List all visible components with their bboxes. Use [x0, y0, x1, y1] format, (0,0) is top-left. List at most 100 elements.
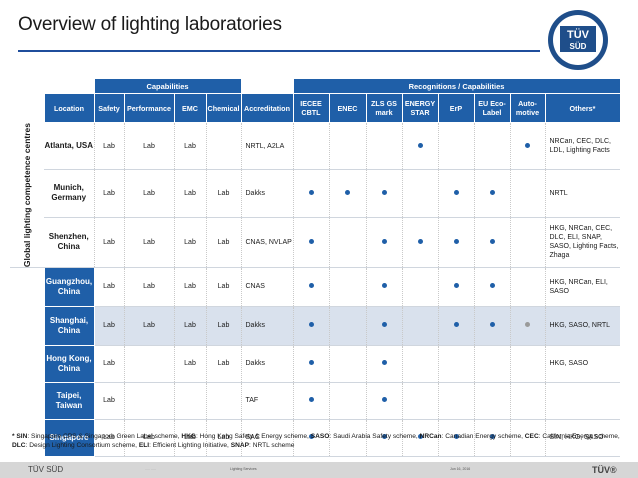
emc-cell: Lab [173, 419, 206, 457]
others-cell: NRTL [544, 169, 620, 218]
table-row: Global lighting competence centres Atlant… [10, 122, 620, 268]
table-row: Guangzhou, China Lab Lab Lab Lab CNAS HKG, NRC… [10, 266, 620, 307]
col-automotive: Auto-motive [509, 93, 546, 123]
enec-cell [328, 122, 366, 171]
chemical-cell: Lab [205, 169, 241, 218]
iecee-dot-icon [308, 189, 314, 195]
energy-star-dot-icon [417, 434, 423, 440]
enec-cell [328, 169, 366, 218]
erp-dot-icon [453, 189, 459, 195]
chemical-cell: Lab [205, 345, 241, 383]
zls-dot-icon [381, 322, 387, 328]
performance-cell: Lab [123, 306, 174, 346]
recognitions-header: Recognitions / Capabilities [292, 78, 621, 94]
safety-cell: Lab [93, 217, 124, 268]
zls-cell [365, 217, 402, 268]
col-safety: Safety [93, 93, 125, 123]
zls-dot-icon [381, 238, 387, 244]
automotive-cell [509, 217, 545, 268]
enec-cell [328, 345, 366, 383]
location-cell: Singapore [43, 418, 95, 457]
zls-cell [365, 419, 402, 457]
performance-cell: Lab [123, 122, 174, 171]
footnote-saso-text: : Saudi Arabia Safety scheme, [329, 433, 420, 440]
blank-cell [10, 267, 44, 306]
accreditation-cell: CNAS [240, 267, 293, 307]
iecee-dot-icon [308, 283, 314, 289]
energy-star-cell [401, 306, 438, 346]
emc-cell: Lab [173, 169, 206, 218]
footnote-dlc-text: : Design Lighting Consortium scheme, [25, 442, 139, 449]
table-row: Hong Kong, China Lab Lab Lab Dakks HKG, SASO [10, 344, 620, 383]
others-cell: HKG, SASO [544, 345, 620, 383]
emc-cell: Lab [173, 267, 206, 307]
zls-dot-icon [381, 397, 387, 403]
blank-cell [10, 306, 44, 345]
chemical-cell: Lab [205, 419, 241, 457]
table-row: Shenzhen, China Lab Lab Lab Lab CNAS, NVLAP HK… [10, 217, 620, 268]
svg-text:TÜV: TÜV [567, 28, 590, 41]
eu-ecolabel-cell [473, 267, 510, 307]
col-accreditation: Accreditation [240, 93, 294, 123]
energy-star-cell [401, 122, 438, 171]
safety-cell: Lab [93, 122, 124, 171]
accreditation-cell: Dakks [240, 345, 293, 383]
col-others: Others* [544, 93, 621, 123]
erp-cell [437, 345, 474, 383]
eu-ecolabel-cell [473, 217, 510, 268]
eu-ecolabel-cell [473, 345, 510, 383]
footnote-nrcan-text: : Canadian Energy scheme, [441, 433, 525, 440]
col-chemical: Chemical [205, 93, 242, 123]
iecee-cell [292, 267, 329, 307]
accreditation-cell: Dakks [240, 306, 293, 346]
accreditation-cell: TAF [240, 382, 293, 420]
footer-logo-text: TÜV® [592, 465, 617, 475]
footnote-eli-text: : Efficient Lighting Initiative, [149, 442, 231, 449]
erp-cell [437, 419, 474, 457]
enec-cell [328, 419, 366, 457]
side-label-cell: Global lighting competence centres [10, 122, 44, 268]
labs-table: Capabilities Recognitions / Capabilities… [10, 78, 621, 457]
zls-cell [365, 267, 402, 307]
erp-dot-icon [453, 322, 459, 328]
location-cell: Munich, Germany [44, 169, 94, 218]
footnote-nrcan-key: NRCan [419, 433, 442, 440]
side-label: Global lighting competence centres [22, 122, 32, 267]
chemical-cell [205, 122, 241, 171]
iecee-cell [292, 306, 329, 346]
zls-dot-icon [381, 434, 387, 440]
table-row: Shanghai, China Lab Lab Lab Lab Dakks HKG, SAS… [10, 305, 620, 346]
zls-cell [365, 345, 402, 383]
location-cell: Shenzhen, China [44, 217, 94, 268]
iecee-cell [292, 122, 329, 171]
erp-dot-icon [453, 434, 459, 440]
location-cell: Shanghai, China [43, 305, 95, 346]
svg-text:SÜD: SÜD [570, 42, 587, 51]
location-cell: Taipei, Taiwan [43, 381, 95, 420]
iecee-cell [292, 169, 329, 218]
iecee-dot-icon [308, 360, 314, 366]
performance-cell: Lab [123, 217, 174, 268]
footer-small-text: ····· ····· [145, 467, 156, 471]
eu-ecolabel-cell [473, 122, 510, 171]
eu-ecolabel-cell [473, 306, 510, 346]
others-cell: SIN, HKG, SASO [544, 419, 620, 457]
energy-star-cell [401, 382, 438, 420]
footnote-cec-key: CEC [524, 433, 539, 440]
footnote-hkg-key: HKG [181, 433, 196, 440]
automotive-cell [509, 345, 545, 383]
footer-company: TÜV SÜD [28, 465, 64, 474]
zls-dot-icon [381, 189, 387, 195]
energy-star-dot-icon [417, 142, 423, 148]
eu-ecolabel-cell [473, 169, 510, 218]
iecee-dot-icon [308, 434, 314, 440]
enec-cell [328, 306, 366, 346]
iecee-dot-icon [308, 322, 314, 328]
automotive-dot-icon [525, 142, 530, 148]
capabilities-header: Capabilities [93, 78, 242, 94]
eu-ecolabel-dot-icon [489, 189, 495, 195]
footnote-snap-key: SNAP [230, 442, 250, 449]
eu-ecolabel-cell [473, 419, 510, 457]
safety-cell: Lab [93, 419, 124, 457]
others-cell: HKG, NRCan, CEC, DLC, ELI, SNAP, SASO, L… [544, 217, 620, 268]
